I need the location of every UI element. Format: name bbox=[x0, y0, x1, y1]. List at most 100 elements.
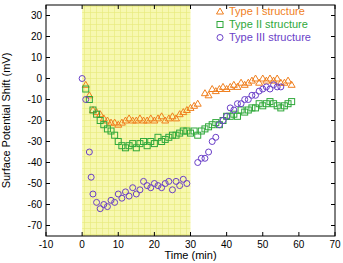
point bbox=[126, 193, 132, 199]
point bbox=[201, 90, 208, 96]
point bbox=[202, 155, 208, 161]
point bbox=[234, 113, 240, 119]
point bbox=[266, 75, 273, 81]
point bbox=[184, 181, 190, 187]
point bbox=[133, 145, 139, 151]
x-tick bbox=[82, 5, 83, 9]
point bbox=[281, 103, 287, 109]
point bbox=[187, 104, 194, 110]
point bbox=[108, 128, 114, 134]
chart: -10010203040506070-70-60-50-40-30-20-100… bbox=[0, 0, 343, 263]
x-tick bbox=[118, 232, 119, 236]
point bbox=[278, 105, 284, 111]
point bbox=[111, 119, 118, 125]
point bbox=[245, 107, 251, 113]
point bbox=[263, 101, 269, 107]
point bbox=[248, 77, 255, 83]
point bbox=[162, 117, 169, 123]
y-tick bbox=[331, 162, 335, 163]
point bbox=[223, 86, 230, 92]
y-tick-label: 0 bbox=[36, 73, 42, 84]
x-tick bbox=[46, 5, 47, 9]
point bbox=[274, 103, 280, 109]
point bbox=[136, 115, 143, 121]
y-tick-label: -50 bbox=[28, 178, 43, 189]
point bbox=[195, 132, 201, 138]
point bbox=[104, 126, 110, 132]
point bbox=[206, 124, 212, 130]
point bbox=[173, 132, 179, 138]
x-tick bbox=[46, 232, 47, 236]
x-tick bbox=[154, 232, 155, 236]
legend-marker bbox=[217, 22, 223, 28]
x-tick bbox=[82, 232, 83, 236]
point bbox=[180, 128, 186, 134]
point bbox=[177, 130, 183, 136]
point bbox=[253, 105, 259, 111]
x-tick-label: 0 bbox=[79, 239, 85, 250]
x-tick-label: 60 bbox=[293, 239, 305, 250]
frame bbox=[46, 5, 335, 236]
point bbox=[209, 86, 216, 92]
point bbox=[79, 76, 85, 82]
point bbox=[191, 128, 197, 134]
point bbox=[141, 139, 147, 145]
x-tick bbox=[190, 5, 191, 9]
point bbox=[90, 191, 96, 197]
y-tick bbox=[331, 225, 335, 226]
y-tick bbox=[331, 141, 335, 142]
point bbox=[230, 81, 237, 87]
point bbox=[112, 199, 118, 205]
point bbox=[288, 81, 295, 87]
point bbox=[126, 115, 133, 121]
point bbox=[238, 79, 245, 85]
point bbox=[169, 132, 175, 138]
point bbox=[267, 99, 273, 105]
y-tick bbox=[46, 120, 50, 121]
point bbox=[176, 111, 183, 117]
point bbox=[188, 130, 194, 136]
point bbox=[94, 111, 100, 117]
point bbox=[129, 117, 136, 123]
point bbox=[115, 139, 121, 145]
y-tick bbox=[331, 57, 335, 58]
point bbox=[263, 77, 270, 83]
point bbox=[245, 79, 252, 85]
point bbox=[249, 105, 255, 111]
point bbox=[256, 79, 263, 85]
x-tick-label: 70 bbox=[329, 239, 341, 250]
point bbox=[83, 97, 89, 103]
point bbox=[137, 141, 143, 147]
x-tick bbox=[154, 5, 155, 9]
y-tick bbox=[331, 99, 335, 100]
y-tick bbox=[331, 78, 335, 79]
point bbox=[133, 117, 140, 123]
y-tick bbox=[46, 204, 50, 205]
point bbox=[238, 107, 244, 113]
x-tick bbox=[118, 5, 119, 9]
point bbox=[90, 107, 96, 113]
point bbox=[198, 128, 204, 134]
point bbox=[231, 107, 237, 113]
point bbox=[224, 113, 230, 119]
point bbox=[151, 117, 158, 123]
y-tick bbox=[46, 36, 50, 37]
point bbox=[165, 115, 172, 121]
y-tick-label: -70 bbox=[28, 220, 43, 231]
y-tick bbox=[331, 120, 335, 121]
y-tick bbox=[46, 162, 50, 163]
point bbox=[285, 101, 291, 107]
legend-marker bbox=[217, 8, 224, 14]
point bbox=[151, 141, 157, 147]
point bbox=[234, 83, 241, 89]
x-tick bbox=[226, 232, 227, 236]
point bbox=[130, 141, 136, 147]
point bbox=[83, 86, 89, 92]
shaded-region bbox=[82, 5, 190, 236]
point bbox=[183, 107, 190, 113]
x-tick bbox=[335, 232, 336, 236]
y-tick bbox=[331, 183, 335, 184]
x-tick-label: 20 bbox=[149, 239, 161, 250]
y-tick bbox=[331, 15, 335, 16]
x-tick-label: 50 bbox=[257, 239, 269, 250]
